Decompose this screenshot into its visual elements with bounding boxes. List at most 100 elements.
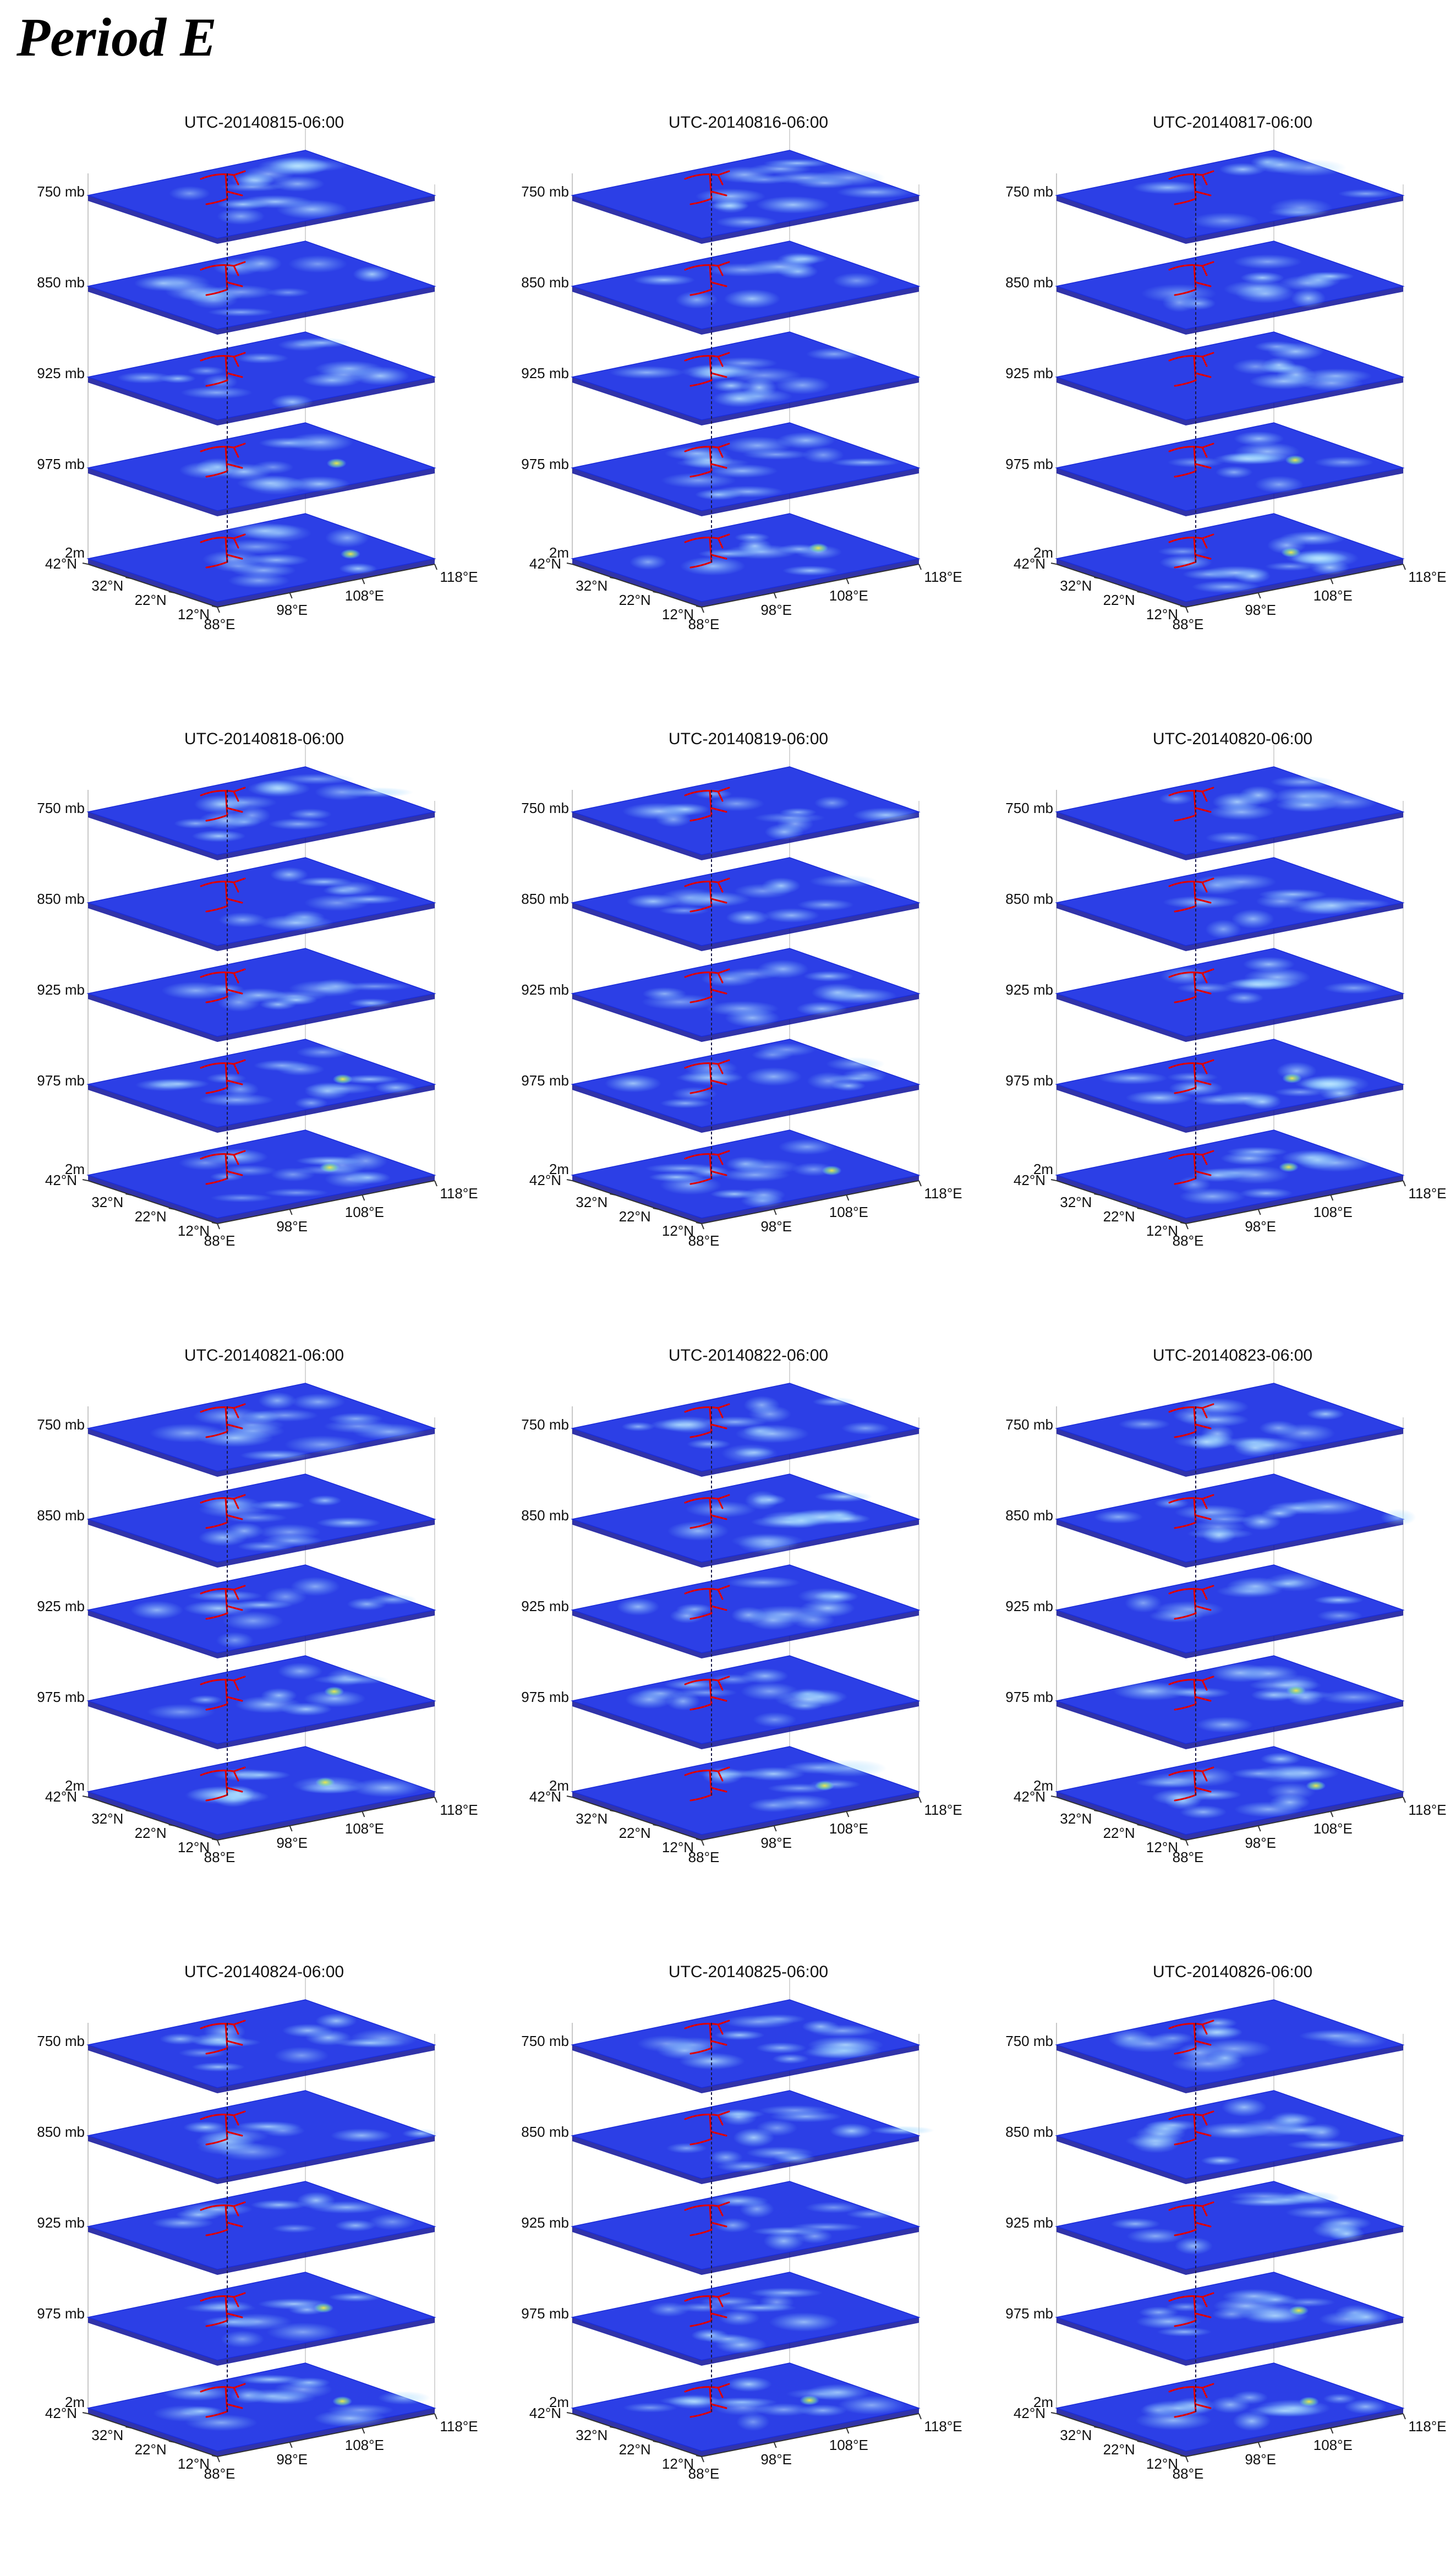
heat-blob xyxy=(724,289,781,309)
lat-tick-label: 32°N xyxy=(91,1194,123,1210)
heat-blob xyxy=(1159,554,1213,570)
lat-tick xyxy=(211,1222,218,1224)
level-label: 975 mb xyxy=(37,2305,85,2322)
river-network xyxy=(684,261,730,296)
lon-tick xyxy=(1185,1840,1189,1846)
heat-blob xyxy=(288,255,348,273)
heat-blob xyxy=(233,806,271,825)
level-label: 750 mb xyxy=(37,2033,85,2049)
heat-blob xyxy=(713,2399,773,2416)
river-network xyxy=(1168,443,1214,478)
level-label: 750 mb xyxy=(37,800,85,816)
lat-tick-label: 12°N xyxy=(178,1223,210,1239)
level-plane: 850 mb xyxy=(1005,241,1405,335)
heat-blob xyxy=(609,365,685,379)
river-network xyxy=(200,1494,246,1529)
lat-axis xyxy=(1056,564,1186,608)
heat-blob xyxy=(1226,1576,1285,1596)
river-network xyxy=(684,1676,730,1711)
plane-edge xyxy=(88,1610,435,1658)
heat-hotspot xyxy=(800,2395,820,2405)
lon-tick xyxy=(773,2442,777,2448)
heat-blob xyxy=(296,1045,349,1059)
lon-tick-label: 88°E xyxy=(1173,1849,1204,1865)
lat-tick xyxy=(696,605,702,608)
heat-blob xyxy=(1229,2197,1305,2207)
heat-blob xyxy=(402,2129,439,2138)
heat-blob xyxy=(196,1428,273,1448)
lat-tick xyxy=(1180,1222,1186,1224)
lat-tick xyxy=(1094,577,1100,579)
level-plane: 2m xyxy=(65,2362,436,2457)
lat-tick xyxy=(566,1179,573,1181)
river-network xyxy=(684,443,730,478)
heat-blob xyxy=(247,780,310,798)
heat-blob xyxy=(722,2015,795,2029)
heat-blob xyxy=(258,914,334,931)
heat-blob xyxy=(842,1068,888,1082)
lon-axis xyxy=(217,2413,435,2457)
heat-blob xyxy=(220,539,293,554)
chart-panel: UTC-20140816-06:00 2m 975 mb 925 mb 850 mb 75… xyxy=(484,99,970,716)
heat-blob xyxy=(745,1067,802,1087)
heat-blob xyxy=(1291,288,1326,308)
level-label: 850 mb xyxy=(1005,891,1053,907)
lat-tick-label: 42°N xyxy=(1014,555,1046,572)
heat-blob xyxy=(117,372,173,384)
river-network xyxy=(1168,2110,1214,2146)
heat-blob xyxy=(1289,1498,1365,1515)
heat-blob xyxy=(264,1587,307,1607)
river-network xyxy=(684,2292,730,2327)
heat-blob xyxy=(806,2384,870,2401)
heat-blob xyxy=(220,1790,270,1803)
heat-blob xyxy=(763,908,820,923)
lon-tick-label: 118°E xyxy=(1408,569,1446,585)
heat-hotspot xyxy=(315,1777,336,1788)
level-plane: 975 mb xyxy=(37,2272,436,2366)
heat-blob xyxy=(852,807,919,823)
heat-blob xyxy=(630,554,667,570)
chart-svg: UTC-20140818-06:00 2m 975 mb 925 mb 850 mb 75… xyxy=(37,730,478,1249)
heat-blob xyxy=(705,263,782,277)
river-network xyxy=(200,261,246,296)
level-plane: 975 mb xyxy=(1005,2272,1405,2366)
plane-surface xyxy=(1055,1655,1405,1744)
heat-blob xyxy=(687,1439,731,1449)
heat-blob xyxy=(1291,552,1349,565)
heat-blob xyxy=(1233,2411,1271,2431)
lat-tick-label: 12°N xyxy=(662,1223,694,1239)
plane-edge xyxy=(572,2045,919,2093)
heat-blob xyxy=(198,1529,248,1547)
lat-tick xyxy=(125,1810,132,1812)
lon-axis xyxy=(701,564,919,608)
heat-blob xyxy=(254,1060,310,1072)
level-label: 975 mb xyxy=(37,1689,85,1705)
heat-blob xyxy=(775,1690,843,1709)
heat-blob xyxy=(705,1001,779,1017)
lon-tick xyxy=(1185,607,1189,613)
panel-title: UTC-20140818-06:00 xyxy=(184,730,344,748)
heat-blob xyxy=(1157,547,1208,556)
level-plane: 750 mb xyxy=(37,766,436,860)
level-plane: 750 mb xyxy=(521,766,921,860)
heat-blob xyxy=(1239,1187,1293,1199)
heat-blob xyxy=(1162,293,1197,313)
level-label: 2m xyxy=(1033,544,1053,561)
heat-blob xyxy=(1235,284,1295,304)
chart-svg: UTC-20140825-06:00 2m 975 mb 925 mb 850 mb 75… xyxy=(521,1963,962,2482)
heat-blob xyxy=(841,1422,890,1435)
heat-blob xyxy=(1157,2327,1212,2337)
river-network xyxy=(684,1585,730,1620)
heat-blob xyxy=(254,2391,316,2405)
heat-blob xyxy=(268,818,329,830)
heat-blob xyxy=(1198,2017,1238,2029)
heat-blob xyxy=(1172,2397,1216,2414)
heat-blob xyxy=(1146,2119,1200,2131)
river-network xyxy=(684,2020,730,2055)
level-plane: 2m xyxy=(1033,1746,1405,1840)
heat-blob xyxy=(210,1193,273,1203)
heat-blob xyxy=(726,1576,801,1589)
heat-blob xyxy=(353,266,391,283)
plane-edge xyxy=(1057,994,1403,1042)
river-network xyxy=(200,787,246,822)
